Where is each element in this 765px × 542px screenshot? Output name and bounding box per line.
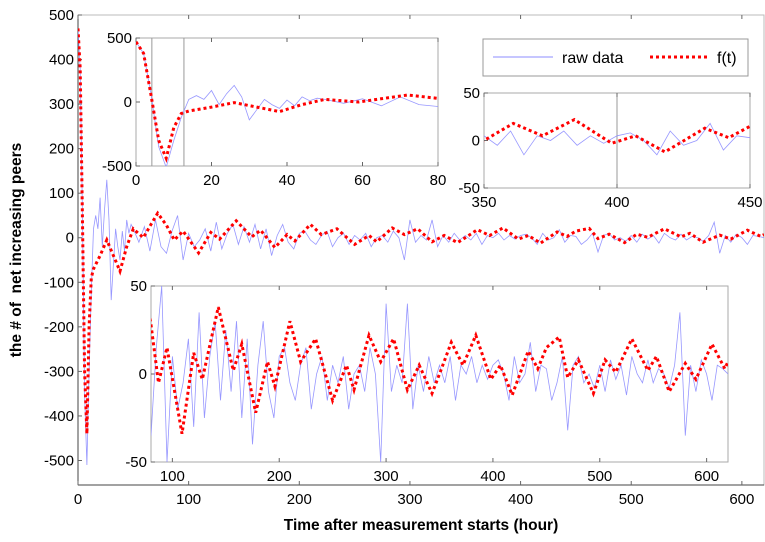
main-x-tick-label: 300 (397, 491, 422, 508)
inset1-x-tick-label: 80 (430, 172, 447, 189)
main-y-tick-label: -300 (44, 363, 74, 380)
main-x-tick-label: 600 (729, 491, 754, 508)
legend-raw-label: raw data (562, 50, 623, 67)
inset3-x-tick-label: 500 (587, 468, 612, 485)
main-y-tick-label: 400 (49, 52, 74, 69)
inset3-y-tick-label: -50 (125, 454, 147, 471)
legend-ft-label: f(t) (717, 50, 737, 67)
main-y-tick-label: 100 (49, 185, 74, 202)
panel-inset2: 350 400 450 -50 0 50 (458, 85, 762, 211)
main-y-tick-label: -500 (44, 452, 74, 469)
inset2-y-tick-label: 50 (463, 85, 480, 102)
inset2-series-raw-data (484, 122, 750, 156)
inset3-x-tick-label: 200 (267, 468, 292, 485)
x-axis-label: Time after measurement starts (hour) (284, 517, 559, 534)
inset2-y-tick-label: 0 (472, 133, 480, 150)
main-x-tick-label: 0 (74, 491, 82, 508)
main-x-tick-label: 100 (176, 491, 201, 508)
inset3-series-raw-data (151, 286, 728, 462)
main-y-tick-label: -100 (44, 274, 74, 291)
main-y-tick-label: 200 (49, 141, 74, 158)
inset1-x-tick-label: 60 (354, 172, 371, 189)
y-axis-label: the # of net increasing peers (8, 143, 25, 357)
legend: raw data f(t) (482, 38, 749, 77)
inset1-y-tick-label: 500 (107, 30, 132, 47)
inset3-axes-box (150, 285, 729, 463)
inset3-x-tick-label: 400 (480, 468, 505, 485)
inset3-x-tick-label: 600 (694, 468, 719, 485)
inset3-x-tick-label: 100 (160, 468, 185, 485)
main-y-tick-label: -200 (44, 319, 74, 336)
inset1-x-tick-label: 20 (203, 172, 220, 189)
inset2-x-tick-label: 400 (604, 194, 629, 211)
main-x-tick-label: 200 (287, 491, 312, 508)
inset1-y-tick-label: 0 (124, 94, 132, 111)
inset1-x-tick-label: 40 (279, 172, 296, 189)
inset1-series-raw-data (136, 41, 438, 166)
panel-inset3: 100 200 300 400 500 600 -50 0 50 (125, 278, 729, 485)
main-y-tick-label: 500 (49, 7, 74, 24)
inset1-series-f-t (136, 40, 438, 164)
inset3-y-tick-label: 50 (130, 278, 147, 295)
inset3-x-tick-label: 300 (374, 468, 399, 485)
inset1-x-tick-label: 0 (132, 172, 140, 189)
inset1-axes-box (135, 37, 439, 167)
inset1-y-tick-label: -500 (102, 158, 132, 175)
main-x-tick-label: 500 (619, 491, 644, 508)
main-y-tick-label: 0 (66, 230, 74, 247)
inset3-y-tick-label: 0 (139, 366, 147, 383)
inset2-y-tick-label: -50 (458, 180, 480, 197)
inset2-x-tick-label: 350 (471, 194, 496, 211)
main-y-tick-label: -400 (44, 408, 74, 425)
main-y-tick-label: 300 (49, 96, 74, 113)
main-x-tick-label: 400 (508, 491, 533, 508)
inset2-x-tick-label: 450 (737, 194, 762, 211)
main-series-raw-data (78, 28, 764, 466)
inset2-series-f-t (484, 117, 750, 154)
